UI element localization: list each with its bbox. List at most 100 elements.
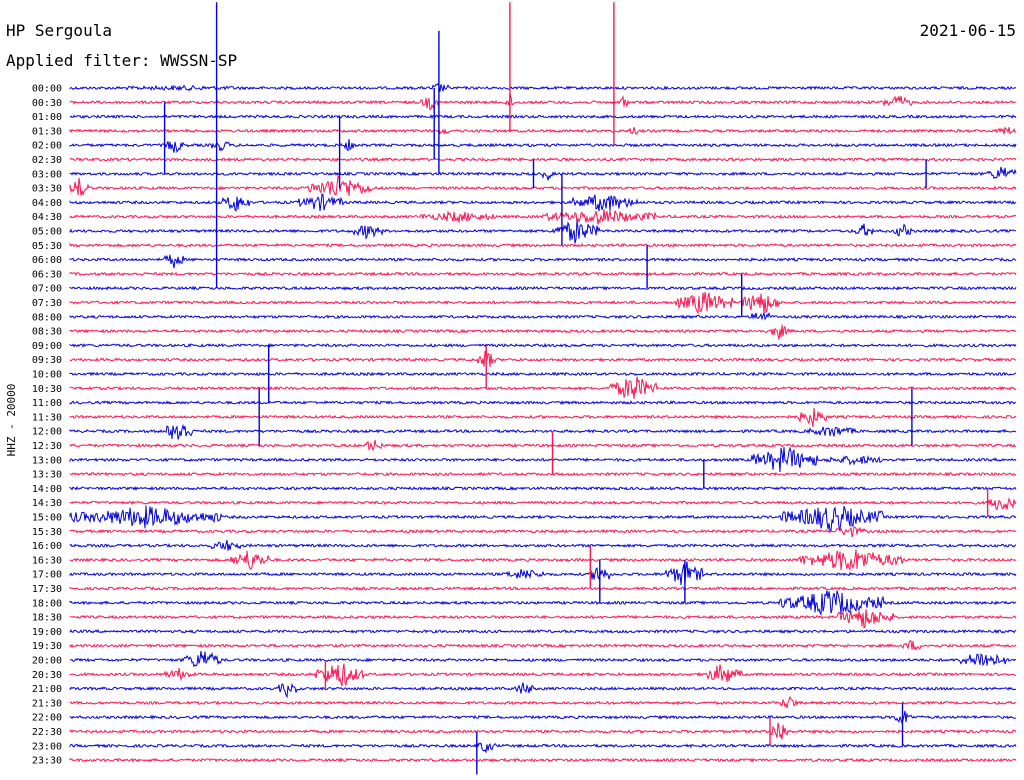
- row-time-label: 05:30: [32, 241, 62, 252]
- row-time-label: 03:30: [32, 184, 62, 195]
- trace-row: [69, 423, 1017, 440]
- row-time-label: 00:30: [32, 98, 62, 109]
- trace-row: [69, 342, 1017, 348]
- row-time-label: 22:00: [32, 713, 62, 724]
- trace-row: [69, 526, 1017, 538]
- row-time-label: 10:30: [32, 384, 62, 395]
- trace-row: [69, 695, 1017, 709]
- date-label: 2021-06-15: [920, 21, 1016, 40]
- row-time-label: 16:00: [32, 541, 62, 552]
- row-time-label: 14:00: [32, 484, 62, 495]
- trace-row: [69, 609, 1017, 629]
- trace-row: [69, 138, 1017, 153]
- row-time-label: 00:00: [32, 84, 62, 95]
- trace-row: [69, 82, 1017, 92]
- trace-row: [69, 156, 1017, 163]
- row-time-label: 04:00: [32, 198, 62, 209]
- row-time-label: 01:00: [32, 112, 62, 123]
- trace-row: [69, 271, 1017, 277]
- row-time-label: 07:30: [32, 298, 62, 309]
- trace-row: [69, 561, 1017, 586]
- row-time-label: 07:00: [32, 284, 62, 295]
- trace-row: [69, 710, 1017, 725]
- filter-label: Applied filter: WWSSN-SP: [6, 51, 237, 70]
- trace-row: [69, 350, 1017, 367]
- row-time-label: 02:30: [32, 155, 62, 166]
- trace-row: [69, 446, 1017, 473]
- trace-row: [69, 586, 1017, 591]
- row-time-label: 16:30: [32, 555, 62, 566]
- trace-row: [69, 175, 1017, 196]
- row-time-label: 18:00: [32, 598, 62, 609]
- trace-row: [69, 485, 1017, 491]
- row-time-label: 12:30: [32, 441, 62, 452]
- trace-row: [69, 439, 1016, 452]
- row-time-label: 19:30: [32, 641, 62, 652]
- trace-row: [69, 651, 1017, 668]
- row-time-label: 08:00: [32, 312, 62, 323]
- row-time-label: 20:00: [32, 656, 62, 667]
- trace-row: [69, 285, 1017, 291]
- row-time-label: 03:00: [32, 169, 62, 180]
- trace-row: [69, 292, 1017, 315]
- station-title: HP Sergoula: [6, 21, 112, 40]
- row-time-label: 02:00: [32, 141, 62, 152]
- row-time-label: 11:30: [32, 412, 62, 423]
- row-time-label: 20:30: [32, 670, 62, 681]
- time-labels: 00:00 00:30 01:00 01:30 02:00 02:30 03:00 03:30…: [32, 84, 62, 767]
- row-time-label: 05:00: [32, 227, 62, 238]
- trace-row: [69, 220, 1017, 244]
- row-time-label: 15:30: [32, 527, 62, 538]
- trace-row: [69, 371, 1017, 377]
- trace-row: [69, 376, 1017, 399]
- row-time-label: 21:30: [32, 698, 62, 709]
- row-time-label: 09:30: [32, 355, 62, 366]
- trace-row: [69, 242, 1017, 248]
- trace-row: [69, 590, 1017, 617]
- row-time-label: 19:00: [32, 627, 62, 638]
- trace-row: [69, 722, 1017, 740]
- row-time-label: 06:00: [32, 255, 62, 266]
- row-time-label: 04:30: [32, 212, 62, 223]
- row-time-label: 13:30: [32, 470, 62, 481]
- row-time-label: 23:00: [32, 741, 62, 752]
- trace-row: [69, 640, 1017, 651]
- trace-row: [69, 254, 1017, 269]
- row-time-label: 06:30: [32, 269, 62, 280]
- trace-row: [69, 471, 1017, 477]
- row-time-label: 15:00: [32, 513, 62, 524]
- row-time-label: 18:30: [32, 613, 62, 624]
- trace-row: [69, 741, 1017, 754]
- row-time-label: 08:30: [32, 327, 62, 338]
- trace-row: [69, 209, 1017, 225]
- channel-label: HHZ - 20000: [5, 384, 18, 457]
- trace-row: [69, 407, 1017, 427]
- row-time-label: 13:00: [32, 455, 62, 466]
- row-time-label: 17:00: [32, 570, 62, 581]
- row-time-label: 01:30: [32, 126, 62, 137]
- trace-row: [69, 757, 1017, 763]
- trace-row: [69, 628, 1017, 634]
- row-time-label: 23:30: [32, 756, 62, 767]
- row-time-label: 12:00: [32, 427, 62, 438]
- row-time-label: 21:00: [32, 684, 62, 695]
- row-time-label: 17:30: [32, 584, 62, 595]
- trace-row: [69, 193, 1017, 213]
- trace-row: [69, 539, 1017, 551]
- trace-row: [69, 400, 1017, 406]
- trace-row: [69, 166, 1017, 181]
- trace-row: [69, 126, 1017, 136]
- trace-row: [69, 505, 1017, 532]
- trace-rows: [69, 2, 1017, 775]
- trace-row: [69, 549, 1017, 571]
- trace-row: [69, 663, 1017, 687]
- row-time-label: 14:30: [32, 498, 62, 509]
- trace-row: [69, 114, 1017, 120]
- trace-row: [69, 497, 1017, 511]
- row-time-label: 10:00: [32, 370, 62, 381]
- trace-row: [69, 682, 1017, 699]
- trace-row: [69, 324, 1016, 340]
- trace-row: [69, 93, 1017, 111]
